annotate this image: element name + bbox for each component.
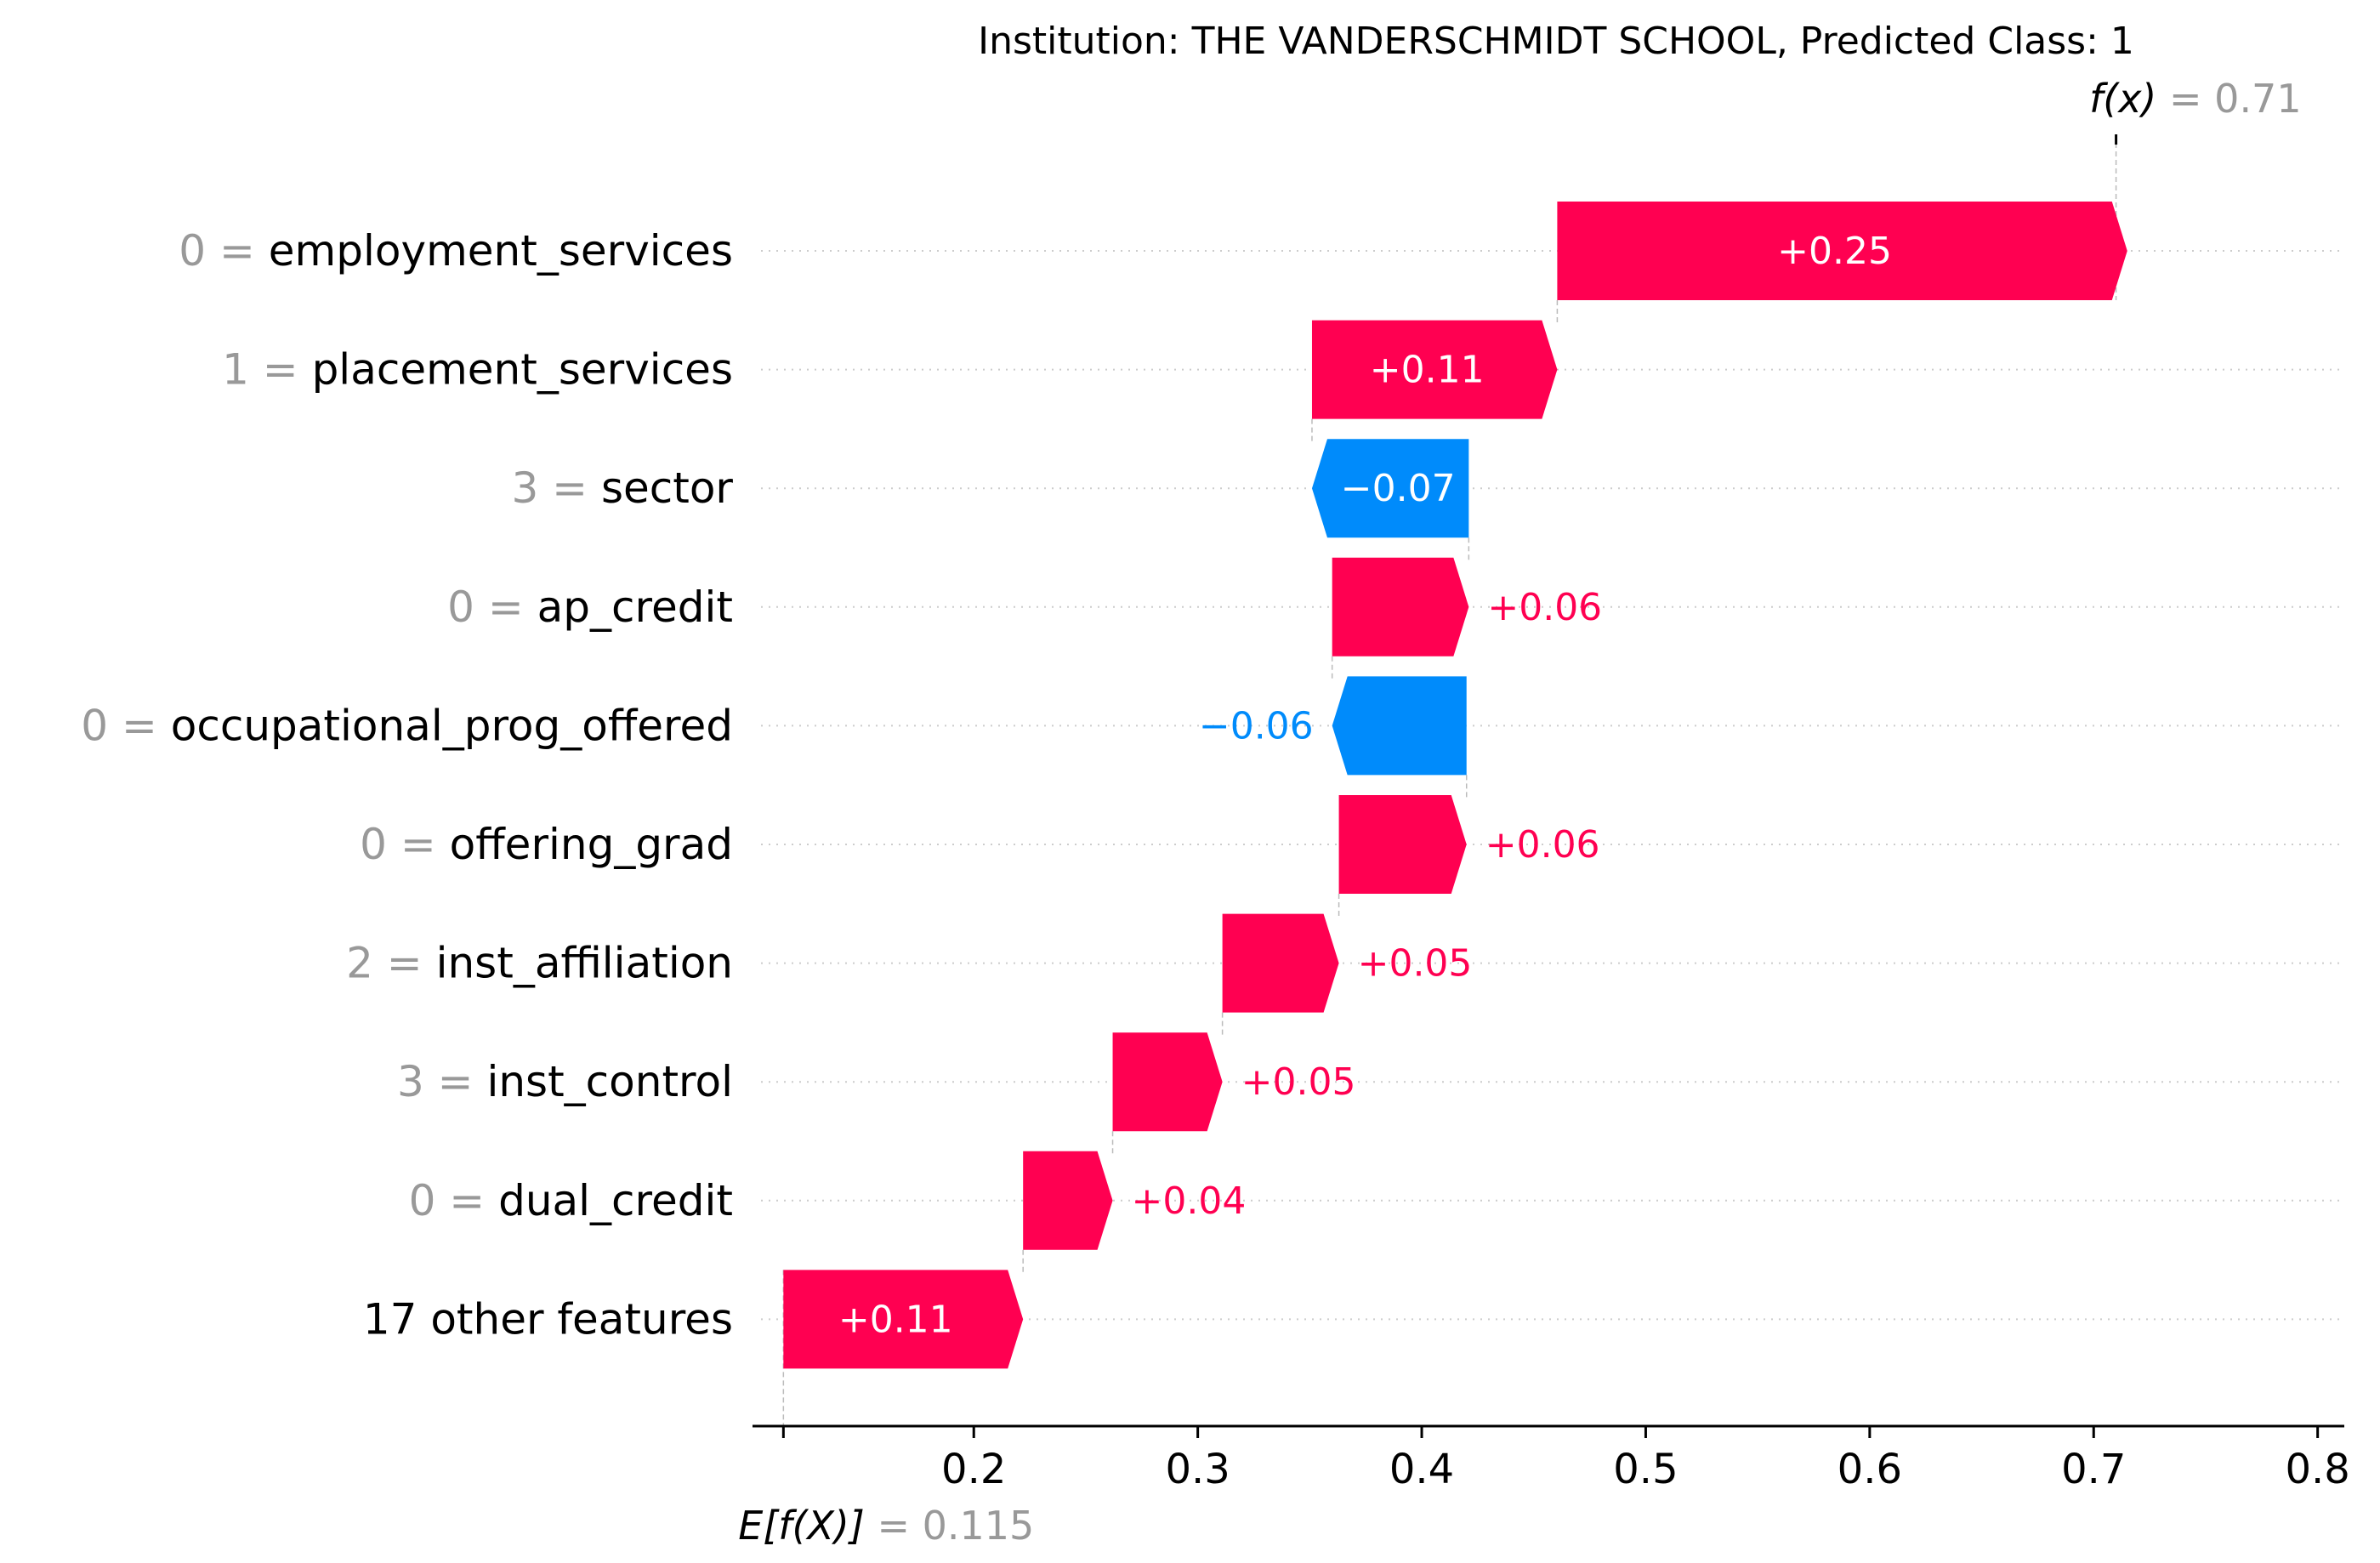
feature-label: 0 = dual_credit bbox=[409, 1176, 733, 1225]
x-tick-label: 0.8 bbox=[2285, 1446, 2349, 1493]
bar-value-label: −0.06 bbox=[1199, 704, 1314, 747]
waterfall-bar-0 bbox=[1557, 202, 2127, 300]
feature-label: 0 = ap_credit bbox=[447, 583, 733, 632]
equals-sign: = bbox=[108, 701, 171, 750]
bar-value-label: +0.06 bbox=[1485, 823, 1600, 867]
waterfall-bar-8 bbox=[1023, 1151, 1113, 1250]
feature-name: ap_credit bbox=[537, 583, 733, 632]
x-tick-label: 0.4 bbox=[1389, 1446, 1454, 1493]
equals-sign: = bbox=[538, 463, 601, 513]
feature-value: 0 bbox=[81, 701, 108, 750]
feature-name: inst_affiliation bbox=[436, 939, 733, 988]
bar-value-label: +0.25 bbox=[1777, 230, 1892, 273]
bar-value-label: −0.07 bbox=[1341, 467, 1456, 510]
feature-name: offering_grad bbox=[450, 820, 733, 869]
fx-value: 0.71 bbox=[2214, 76, 2301, 122]
bar-value-label: +0.04 bbox=[1132, 1179, 1247, 1223]
feature-value: 2 bbox=[346, 939, 373, 988]
feature-label: 3 = inst_control bbox=[397, 1057, 733, 1106]
equals-sign: = bbox=[373, 939, 436, 988]
feature-label: 17 other features bbox=[363, 1294, 733, 1344]
feature-value: 0 bbox=[447, 583, 474, 632]
grid-layer bbox=[761, 250, 2340, 1321]
feature-labels: 0 = employment_services 1 = placement_ser… bbox=[81, 226, 733, 1344]
fx-equals: = bbox=[2156, 76, 2214, 122]
base-equals: = bbox=[865, 1503, 923, 1549]
feature-label: 0 = employment_services bbox=[179, 226, 733, 276]
x-tick-label: 0.6 bbox=[1838, 1446, 1902, 1493]
feature-value: 0 bbox=[179, 226, 206, 276]
feature-label: 0 = offering_grad bbox=[360, 820, 733, 869]
x-tick-label: 0.7 bbox=[2061, 1446, 2126, 1493]
feature-name: placement_services bbox=[312, 345, 733, 395]
feature-value: 3 bbox=[511, 463, 538, 513]
bar-value-label: +0.05 bbox=[1241, 1060, 1356, 1104]
x-axis: 0.2 0.3 0.4 0.5 0.6 0.7 0.8 E[f(X)] = 0.115 bbox=[738, 1424, 2350, 1549]
feature-name: sector bbox=[601, 463, 733, 513]
fx-annotation: f(x) = 0.71 bbox=[2089, 76, 2302, 122]
equals-sign: = bbox=[435, 1176, 498, 1225]
equals-sign: = bbox=[424, 1057, 487, 1106]
chart-title: Institution: THE VANDERSCHMIDT SCHOOL, P… bbox=[978, 20, 2134, 63]
waterfall-bar-7 bbox=[1112, 1032, 1223, 1132]
base-value-annotation: E[f(X)] = 0.115 bbox=[738, 1503, 1034, 1549]
bars-layer: +0.25 +0.11 −0.07 +0.06 −0.06 +0.06 +0.05 +0.05… bbox=[783, 202, 2127, 1369]
waterfall-bar-2 bbox=[1311, 439, 1469, 538]
equals-sign: = bbox=[206, 226, 269, 276]
waterfall-bar-4 bbox=[1332, 676, 1467, 776]
waterfall-bar-9 bbox=[783, 1270, 1024, 1369]
equals-sign: = bbox=[474, 583, 537, 632]
feature-label: 3 = sector bbox=[511, 463, 733, 513]
base-label: E[f(X)] bbox=[738, 1503, 865, 1549]
x-tick-label: 0.3 bbox=[1165, 1446, 1230, 1493]
feature-name: inst_control bbox=[486, 1057, 733, 1106]
feature-value: 1 bbox=[222, 345, 249, 395]
base-value: 0.115 bbox=[923, 1503, 1035, 1549]
feature-label: 0 = occupational_prog_offered bbox=[81, 701, 733, 750]
bar-value-label: +0.05 bbox=[1358, 942, 1473, 986]
feature-name: dual_credit bbox=[498, 1176, 733, 1225]
feature-value: 0 bbox=[360, 820, 387, 869]
feature-value: 3 bbox=[397, 1057, 424, 1106]
equals-sign: = bbox=[387, 820, 450, 869]
bar-value-label: +0.06 bbox=[1487, 586, 1602, 629]
waterfall-bar-3 bbox=[1332, 557, 1469, 656]
feature-label: 1 = placement_services bbox=[222, 345, 733, 395]
connector-layer bbox=[782, 134, 2118, 1426]
feature-name: occupational_prog_offered bbox=[171, 701, 733, 750]
bar-value-label: +0.11 bbox=[838, 1298, 953, 1341]
equals-sign: = bbox=[249, 345, 312, 395]
feature-name: employment_services bbox=[269, 226, 733, 276]
x-tick-label: 0.2 bbox=[941, 1446, 1006, 1493]
waterfall-bar-6 bbox=[1222, 913, 1339, 1013]
bar-value-label: +0.11 bbox=[1370, 349, 1485, 392]
feature-label: 2 = inst_affiliation bbox=[346, 939, 733, 988]
feature-name: 17 other features bbox=[363, 1294, 733, 1344]
fx-label: f(x) bbox=[2089, 76, 2156, 122]
waterfall-bar-5 bbox=[1338, 795, 1467, 894]
waterfall-bar-1 bbox=[1311, 320, 1558, 419]
x-tick-label: 0.5 bbox=[1613, 1446, 1678, 1493]
feature-value: 0 bbox=[409, 1176, 436, 1225]
